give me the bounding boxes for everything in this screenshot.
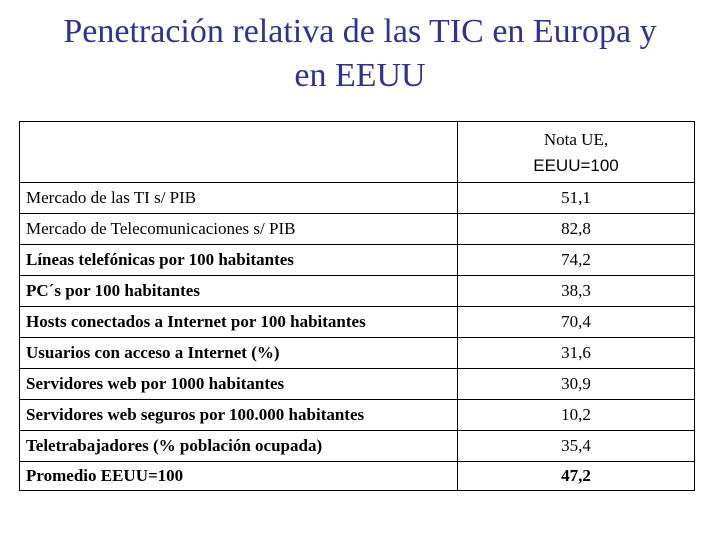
title-line-1: Penetración relativa de las TIC en Europ… bbox=[63, 13, 657, 50]
header-value-line-1: Nota UE, bbox=[543, 130, 609, 149]
footer-label: Promedio EEUU=100 bbox=[19, 461, 458, 491]
row-label: Mercado de Telecomunicaciones s/ PIB bbox=[19, 213, 458, 245]
row-value: 70,4 bbox=[457, 306, 695, 338]
row-value: 31,6 bbox=[457, 337, 695, 369]
table-row: Servidores web seguros por 100.000 habit… bbox=[19, 399, 695, 431]
table-row: Servidores web por 1000 habitantes 30,9 bbox=[19, 368, 695, 400]
row-label: Servidores web por 1000 habitantes bbox=[19, 368, 458, 400]
data-table: Nota UE, EEUU=100 Mercado de las TI s/ P… bbox=[19, 121, 695, 491]
row-value: 82,8 bbox=[457, 213, 695, 245]
row-label: Líneas telefónicas por 100 habitantes bbox=[19, 244, 458, 276]
table-row: Mercado de Telecomunicaciones s/ PIB 82,… bbox=[19, 213, 695, 245]
row-label: Usuarios con acceso a Internet (%) bbox=[19, 337, 458, 369]
row-value: 30,9 bbox=[457, 368, 695, 400]
page-title: Penetración relativa de las TIC en Europ… bbox=[0, 10, 720, 98]
row-value: 74,2 bbox=[457, 244, 695, 276]
row-value: 51,1 bbox=[457, 182, 695, 214]
table-row: Usuarios con acceso a Internet (%) 31,6 bbox=[19, 337, 695, 369]
row-value: 35,4 bbox=[457, 430, 695, 462]
table-row: Mercado de las TI s/ PIB 51,1 bbox=[19, 182, 695, 214]
row-label: Servidores web seguros por 100.000 habit… bbox=[19, 399, 458, 431]
header-value-line-2: EEUU=100 bbox=[533, 156, 619, 175]
row-value: 10,2 bbox=[457, 399, 695, 431]
table-row: Líneas telefónicas por 100 habitantes 74… bbox=[19, 244, 695, 276]
header-label-cell bbox=[19, 121, 458, 183]
row-label: PC´s por 100 habitantes bbox=[19, 275, 458, 307]
row-label: Mercado de las TI s/ PIB bbox=[19, 182, 458, 214]
row-value: 38,3 bbox=[457, 275, 695, 307]
title-line-2: en EEUU bbox=[294, 57, 426, 94]
table-row: Teletrabajadores (% población ocupada) 3… bbox=[19, 430, 695, 462]
header-value-cell: Nota UE, EEUU=100 bbox=[457, 121, 695, 183]
row-label: Hosts conectados a Internet por 100 habi… bbox=[19, 306, 458, 338]
table-row: PC´s por 100 habitantes 38,3 bbox=[19, 275, 695, 307]
table-header-row: Nota UE, EEUU=100 bbox=[19, 121, 695, 183]
table-footer-row: Promedio EEUU=100 47,2 bbox=[19, 461, 695, 491]
table-row: Hosts conectados a Internet por 100 habi… bbox=[19, 306, 695, 338]
footer-value: 47,2 bbox=[457, 461, 695, 491]
row-label: Teletrabajadores (% población ocupada) bbox=[19, 430, 458, 462]
